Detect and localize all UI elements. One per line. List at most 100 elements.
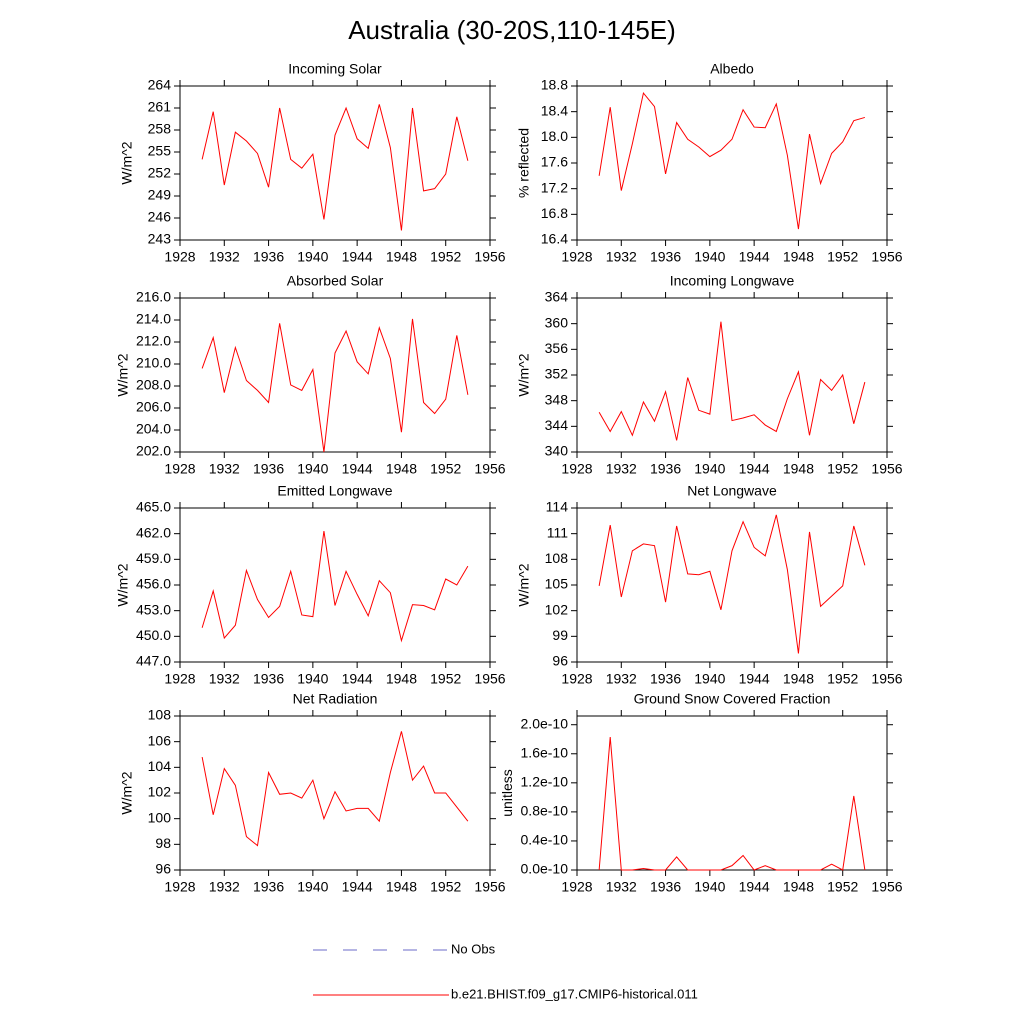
x-tick-label: 1936 bbox=[650, 461, 681, 477]
x-tick-label: 1928 bbox=[164, 879, 195, 895]
y-tick-label: 102 bbox=[545, 601, 569, 617]
y-tick-label: 104 bbox=[148, 758, 172, 774]
data-line bbox=[598, 737, 866, 871]
x-tick-label: 1936 bbox=[650, 879, 681, 895]
x-tick-label: 1956 bbox=[871, 249, 902, 265]
data-line bbox=[201, 104, 469, 231]
panel-title: Net Radiation bbox=[293, 691, 378, 707]
x-tick-label: 1932 bbox=[606, 249, 637, 265]
panel-title: Net Longwave bbox=[687, 483, 777, 499]
x-tick-label: 1956 bbox=[474, 461, 505, 477]
chart-panel: Incoming Solar 1928 1932 1936 1940 1944 1948 19… bbox=[119, 61, 506, 265]
x-tick-label: 1952 bbox=[827, 671, 858, 687]
plot-frame bbox=[576, 715, 888, 871]
y-tick-label: 261 bbox=[148, 99, 172, 115]
chart-panel: Incoming Longwave 1928 1932 1936 1940 1944 194… bbox=[516, 273, 903, 477]
x-tick-label: 1948 bbox=[386, 249, 417, 265]
y-tick-label: 17.6 bbox=[541, 154, 568, 170]
x-tick-label: 1952 bbox=[430, 461, 461, 477]
chart-panel: Ground Snow Covered Fraction 1928 1932 1936… bbox=[499, 691, 903, 895]
x-tick-label: 1944 bbox=[739, 671, 770, 687]
x-tick-label: 1940 bbox=[297, 461, 328, 477]
y-tick-label: 340 bbox=[545, 443, 569, 459]
x-tick-label: 1936 bbox=[253, 671, 284, 687]
y-tick-label: 212.0 bbox=[136, 333, 171, 349]
x-tick-label: 1928 bbox=[561, 461, 592, 477]
x-tick-label: 1940 bbox=[297, 249, 328, 265]
x-tick-label: 1944 bbox=[342, 249, 373, 265]
y-tick-label: 16.8 bbox=[541, 205, 568, 221]
panel-title: Albedo bbox=[710, 61, 754, 77]
y-tick-label: 108 bbox=[148, 707, 172, 723]
y-tick-label: 264 bbox=[148, 77, 172, 93]
y-tick-label: 0.0e-10 bbox=[521, 861, 569, 877]
x-tick-label: 1956 bbox=[871, 879, 902, 895]
chart-panel: Albedo 1928 1932 1936 1940 1944 1948 1952 1956 16… bbox=[516, 61, 903, 265]
y-tick-label: 96 bbox=[155, 861, 171, 877]
x-tick-label: 1952 bbox=[430, 879, 461, 895]
plot-frame bbox=[179, 297, 491, 453]
y-tick-label: 1.2e-10 bbox=[521, 774, 569, 790]
x-tick-label: 1952 bbox=[827, 461, 858, 477]
x-tick-label: 1928 bbox=[164, 461, 195, 477]
y-tick-label: 17.2 bbox=[541, 179, 568, 195]
y-axis-label: W/m^2 bbox=[516, 563, 532, 606]
y-tick-label: 356 bbox=[545, 340, 569, 356]
x-tick-label: 1940 bbox=[694, 461, 725, 477]
y-tick-label: 364 bbox=[545, 289, 569, 305]
plot-frame bbox=[576, 507, 888, 663]
y-tick-label: 459.0 bbox=[136, 550, 171, 566]
y-tick-label: 456.0 bbox=[136, 576, 171, 592]
legend-label: b.e21.BHIST.f09_g17.CMIP6-historical.011 bbox=[451, 986, 698, 1001]
y-tick-label: 255 bbox=[148, 143, 172, 159]
y-tick-label: 96 bbox=[552, 653, 568, 669]
x-tick-label: 1952 bbox=[430, 249, 461, 265]
y-tick-label: 114 bbox=[546, 499, 569, 515]
x-tick-label: 1940 bbox=[297, 879, 328, 895]
x-tick-label: 1932 bbox=[606, 461, 637, 477]
x-tick-label: 1948 bbox=[783, 879, 814, 895]
x-tick-label: 1932 bbox=[209, 671, 240, 687]
data-line bbox=[201, 731, 469, 847]
y-tick-label: 18.8 bbox=[541, 77, 568, 93]
y-tick-label: 462.0 bbox=[136, 524, 171, 540]
x-tick-label: 1944 bbox=[739, 879, 770, 895]
y-tick-label: 214.0 bbox=[136, 311, 171, 327]
y-tick-label: 105 bbox=[545, 576, 569, 592]
x-tick-label: 1948 bbox=[783, 461, 814, 477]
x-tick-label: 1948 bbox=[386, 461, 417, 477]
x-tick-label: 1956 bbox=[474, 671, 505, 687]
plot-frame bbox=[179, 85, 491, 241]
x-tick-label: 1944 bbox=[342, 879, 373, 895]
x-tick-label: 1956 bbox=[474, 879, 505, 895]
plot-frame bbox=[576, 297, 888, 453]
y-axis-label: % reflected bbox=[516, 128, 532, 198]
x-tick-label: 1940 bbox=[297, 671, 328, 687]
panel-title: Ground Snow Covered Fraction bbox=[634, 691, 831, 707]
y-tick-label: 216.0 bbox=[136, 289, 171, 305]
data-line bbox=[598, 514, 866, 654]
y-tick-label: 1.6e-10 bbox=[521, 744, 569, 760]
x-tick-label: 1956 bbox=[871, 671, 902, 687]
y-tick-label: 18.4 bbox=[541, 102, 568, 118]
x-tick-label: 1952 bbox=[827, 879, 858, 895]
x-tick-label: 1940 bbox=[694, 671, 725, 687]
y-tick-label: 18.0 bbox=[541, 128, 568, 144]
y-tick-label: 450.0 bbox=[136, 627, 171, 643]
panel-title: Incoming Longwave bbox=[670, 273, 795, 289]
x-tick-label: 1928 bbox=[561, 879, 592, 895]
x-tick-label: 1936 bbox=[253, 879, 284, 895]
chart-panel: Net Longwave 1928 1932 1936 1940 1944 1948 1952… bbox=[516, 483, 903, 687]
x-tick-label: 1940 bbox=[694, 879, 725, 895]
panel-title: Emitted Longwave bbox=[277, 483, 392, 499]
y-tick-label: 100 bbox=[148, 809, 172, 825]
y-tick-label: 111 bbox=[547, 524, 568, 540]
y-tick-label: 243 bbox=[148, 231, 172, 247]
y-axis-label: unitless bbox=[499, 769, 515, 816]
x-tick-label: 1936 bbox=[650, 671, 681, 687]
chart-panel: Net Radiation 1928 1932 1936 1940 1944 1948 195… bbox=[119, 691, 506, 895]
panel-title: Absorbed Solar bbox=[287, 273, 384, 289]
x-tick-label: 1948 bbox=[386, 671, 417, 687]
x-tick-label: 1928 bbox=[561, 249, 592, 265]
